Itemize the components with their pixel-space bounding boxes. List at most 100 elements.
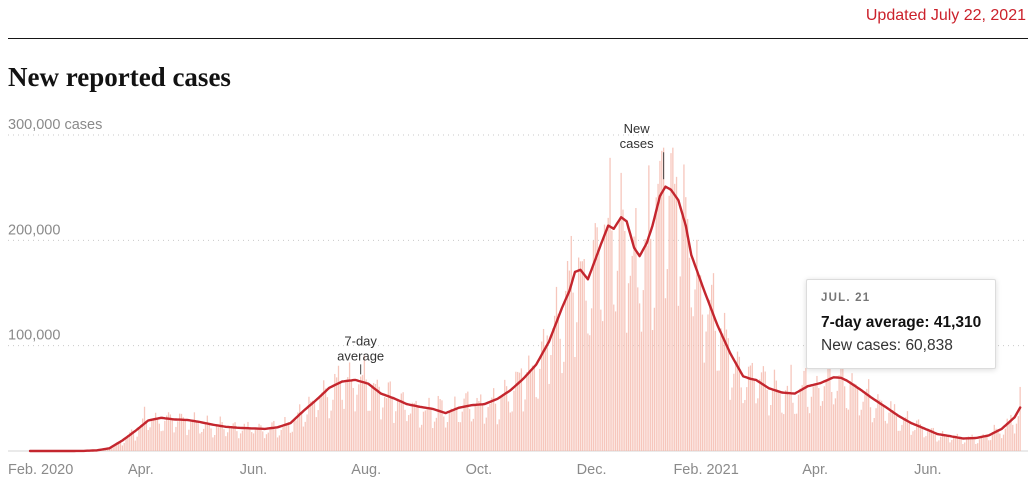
daily-bar [600, 309, 602, 451]
daily-bar [443, 416, 445, 451]
daily-bar [831, 391, 833, 451]
daily-bar [613, 304, 615, 451]
daily-bar [339, 383, 341, 451]
daily-bar [217, 427, 220, 451]
daily-bar [919, 423, 922, 451]
daily-bar [398, 400, 401, 451]
daily-bar [1004, 428, 1007, 451]
daily-bar [363, 355, 366, 451]
daily-bar [583, 259, 585, 451]
daily-bar [727, 338, 729, 451]
daily-bar [321, 392, 323, 451]
daily-bar [622, 209, 624, 451]
daily-bar [788, 394, 790, 451]
daily-bar [293, 419, 295, 451]
daily-bar [637, 287, 639, 451]
daily-bar [626, 332, 628, 451]
daily-bar [269, 427, 271, 451]
daily-bar [777, 391, 779, 451]
daily-bar [245, 428, 247, 451]
daily-bar [470, 421, 473, 451]
daily-bar [190, 420, 192, 451]
updated-date: Updated July 22, 2021 [865, 7, 1026, 24]
daily-bar [631, 255, 633, 451]
daily-bar [276, 437, 279, 451]
daily-bar [585, 300, 587, 451]
daily-bar [703, 362, 705, 451]
y-axis-label: 300,000 cases [8, 117, 102, 133]
daily-bar [686, 218, 689, 451]
daily-bar [265, 434, 268, 451]
daily-bar [805, 367, 807, 451]
daily-bar [382, 407, 384, 451]
daily-bar [731, 387, 733, 451]
daily-bar [799, 388, 801, 451]
daily-bar [337, 365, 340, 451]
daily-bar [483, 423, 486, 451]
daily-bar [230, 427, 233, 451]
daily-bar [1006, 418, 1008, 451]
daily-bar [384, 396, 386, 451]
daily-bar [868, 379, 870, 451]
daily-bar [705, 331, 707, 451]
daily-bar [300, 412, 303, 451]
daily-bar [561, 373, 563, 451]
daily-bar [406, 421, 408, 451]
daily-bar [844, 386, 846, 451]
daily-bar [886, 423, 888, 451]
daily-bar [768, 415, 770, 451]
daily-bar [810, 396, 813, 451]
daily-bar [481, 403, 484, 451]
daily-bar [779, 392, 781, 451]
daily-bar [932, 427, 934, 451]
daily-bar [153, 418, 155, 451]
daily-bar [960, 437, 962, 451]
daily-bar [812, 386, 814, 451]
daily-bar [714, 330, 716, 451]
daily-bar [513, 390, 515, 451]
daily-bar [795, 413, 798, 451]
daily-bar [757, 398, 759, 451]
daily-bar [642, 290, 644, 451]
daily-bar [744, 399, 746, 451]
daily-bar [590, 308, 593, 451]
daily-bar [620, 172, 622, 451]
tooltip-average-value: 41,310 [933, 314, 982, 331]
daily-bar [439, 399, 441, 451]
daily-bar [753, 378, 755, 451]
daily-bar [674, 183, 676, 451]
daily-bar [751, 362, 753, 451]
daily-bar [999, 433, 1001, 451]
daily-bar [596, 227, 598, 451]
daily-bar [138, 427, 140, 451]
daily-bar [343, 408, 345, 451]
daily-bar [666, 269, 668, 451]
tooltip-new-cases-row: New cases: 60,838 [821, 337, 981, 355]
daily-bar [171, 418, 173, 451]
daily-bar [557, 313, 559, 451]
daily-bar [651, 330, 654, 451]
daily-bar [247, 421, 249, 451]
daily-bar [297, 412, 299, 451]
daily-bar [336, 377, 338, 451]
daily-bar [505, 386, 508, 451]
daily-bar [502, 394, 504, 451]
daily-bar [396, 399, 399, 451]
daily-bar [330, 410, 332, 451]
x-axis-label: Feb. 2020 [8, 462, 73, 478]
daily-bar [892, 410, 894, 451]
daily-bar [387, 382, 390, 451]
daily-bar [821, 401, 824, 451]
daily-bar [474, 403, 476, 451]
daily-bar [197, 423, 199, 451]
tooltip-new-cases-value: 60,838 [905, 337, 953, 354]
daily-bar [904, 417, 907, 451]
daily-bar [940, 436, 942, 451]
daily-bar [729, 399, 731, 451]
daily-bar [602, 321, 604, 451]
daily-bar [661, 150, 663, 451]
daily-bar [452, 410, 454, 451]
daily-bar [385, 398, 388, 451]
